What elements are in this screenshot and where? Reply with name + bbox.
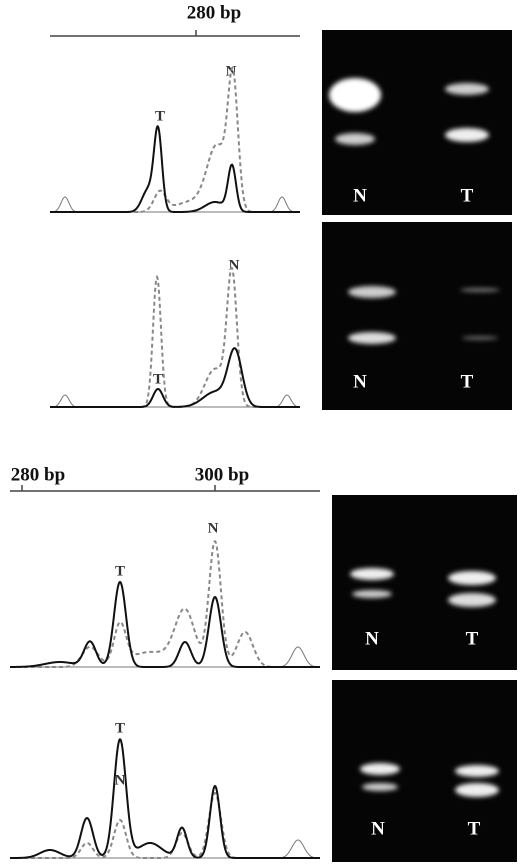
gel-image bbox=[322, 30, 512, 215]
gel-bands bbox=[329, 78, 500, 797]
normal-trace bbox=[10, 791, 320, 859]
axis-label: 280 bp bbox=[187, 2, 241, 23]
peak-label: N bbox=[226, 63, 237, 79]
lane-label: T bbox=[468, 818, 481, 839]
lane-label: N bbox=[371, 818, 385, 839]
lane-label: N bbox=[365, 628, 379, 649]
lane-label: T bbox=[461, 185, 474, 206]
axis-label: 280 bp bbox=[11, 464, 65, 485]
peak-label: N bbox=[229, 257, 240, 273]
axis-label: 300 bp bbox=[195, 464, 249, 485]
size-standard-trace bbox=[10, 646, 321, 668]
gel-image bbox=[322, 222, 512, 410]
normal-trace bbox=[50, 266, 300, 408]
normal-trace bbox=[10, 539, 320, 668]
lane-label: T bbox=[466, 628, 479, 649]
size-standard-trace bbox=[10, 839, 321, 859]
traces bbox=[10, 66, 321, 859]
lane-label: N bbox=[353, 185, 367, 206]
tumor-trace bbox=[50, 125, 300, 213]
size-standard-trace bbox=[49, 394, 301, 408]
peak-label: N bbox=[115, 772, 126, 788]
peak-label: T bbox=[115, 720, 125, 736]
peak-label: T bbox=[115, 563, 125, 579]
peak-label: T bbox=[153, 371, 163, 387]
peak-label: N bbox=[208, 520, 219, 536]
lane-label: N bbox=[353, 371, 367, 392]
peak-label: T bbox=[155, 108, 165, 124]
tumor-trace bbox=[10, 738, 320, 859]
lane-label: T bbox=[461, 371, 474, 392]
tumor-trace bbox=[10, 580, 320, 668]
tumor-trace bbox=[50, 347, 300, 408]
normal-trace bbox=[50, 66, 300, 213]
